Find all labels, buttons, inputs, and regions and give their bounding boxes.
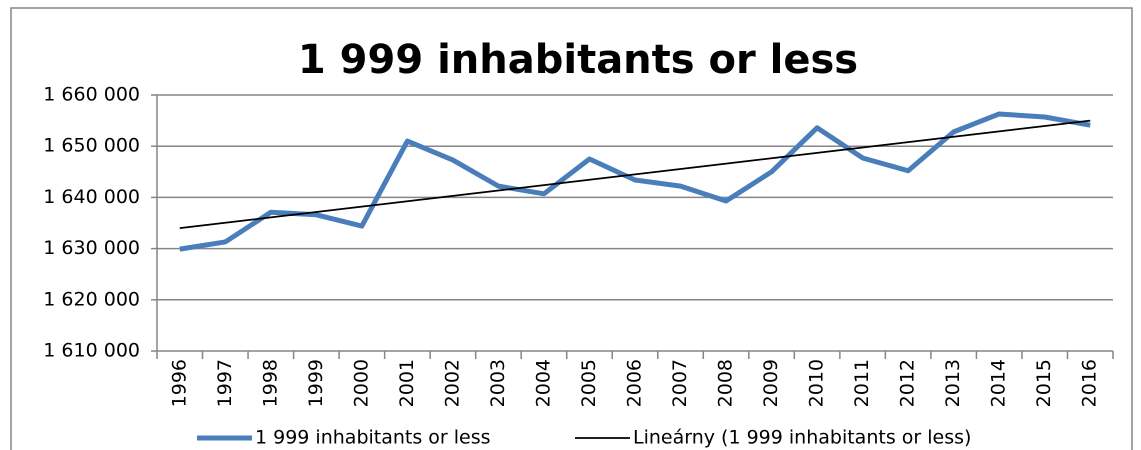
x-tick-label: 1997 (214, 359, 236, 407)
x-tick-label: 2000 (350, 359, 372, 407)
x-tick-label: 2002 (441, 359, 463, 407)
series-line (179, 119, 1091, 230)
x-tick-label: 1998 (259, 359, 281, 407)
legend-label: 1 999 inhabitants or less (255, 427, 491, 449)
y-tick-label: 1 630 000 (43, 237, 140, 259)
y-tick-label: 1 610 000 (43, 340, 140, 362)
series-line (179, 111, 1091, 252)
x-tick-label: 2009 (760, 359, 782, 407)
x-tick-label: 2011 (851, 359, 873, 407)
x-tick-label: 2003 (487, 359, 509, 407)
legend-label: Lineárny (1 999 inhabitants or less) (633, 427, 971, 449)
y-tick-label: 1 660 000 (43, 84, 140, 106)
x-tick-label: 2010 (806, 359, 828, 407)
x-tick-label: 2014 (988, 359, 1010, 407)
chart-frame (10, 7, 1133, 450)
y-tick-label: 1 620 000 (43, 288, 140, 310)
x-tick-label: 1996 (168, 359, 190, 407)
chart-title: 1 999 inhabitants or less (298, 37, 858, 83)
x-tick-label: 2016 (1079, 359, 1101, 407)
x-tick-label: 2006 (624, 359, 646, 407)
x-tick-label: 2004 (532, 359, 554, 407)
x-tick-label: 2001 (396, 359, 418, 407)
x-tick-label: 2005 (578, 359, 600, 407)
x-tick-label: 2012 (897, 359, 919, 407)
x-tick-label: 2013 (942, 359, 964, 407)
y-tick-label: 1 650 000 (43, 135, 140, 157)
y-tick-label: 1 640 000 (43, 186, 140, 208)
x-tick-label: 1999 (305, 359, 327, 407)
x-tick-label: 2007 (669, 359, 691, 407)
x-tick-label: 2008 (715, 359, 737, 407)
x-tick-label: 2015 (1033, 359, 1055, 407)
